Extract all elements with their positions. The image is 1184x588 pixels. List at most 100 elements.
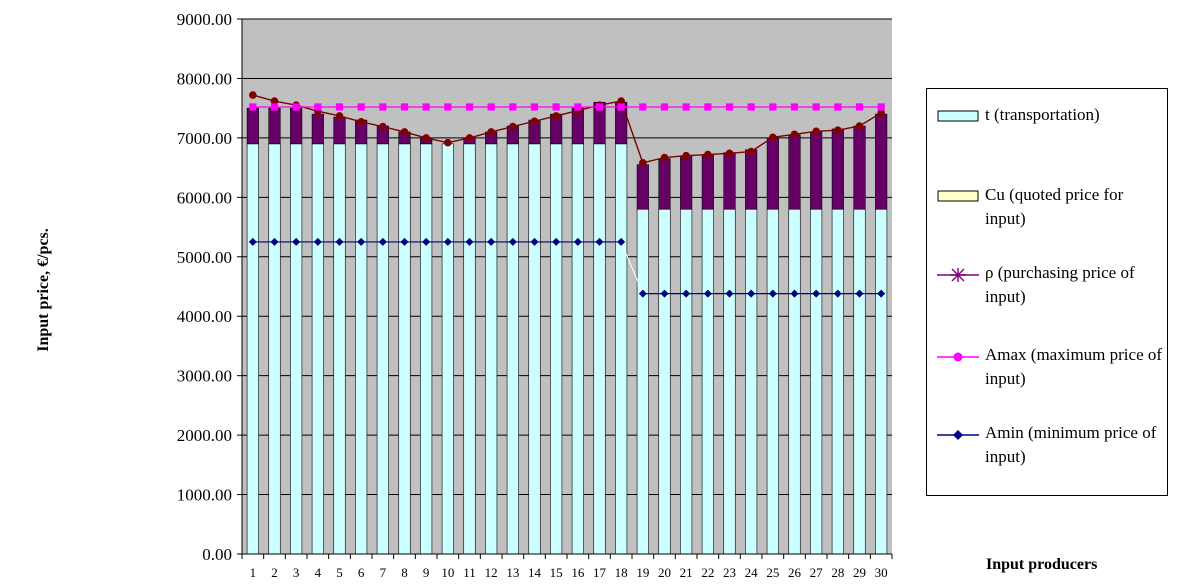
amax-point — [249, 103, 257, 111]
amin-point — [465, 237, 474, 246]
x-tick-label: 9 — [423, 565, 430, 580]
purchasing-price-point — [422, 134, 430, 142]
x-tick-label: 14 — [528, 565, 542, 580]
bar-quoted-price — [831, 128, 844, 210]
y-tick-label: 3000.00 — [177, 367, 232, 386]
amin-point — [335, 237, 344, 246]
bar-transportation — [311, 143, 324, 555]
purchasing-price-point — [769, 133, 777, 142]
legend-circle — [953, 352, 963, 362]
bar-quoted-price — [701, 154, 714, 210]
amin-point — [378, 237, 387, 246]
bar-transportation — [853, 208, 866, 555]
x-tick-label: 19 — [636, 565, 649, 580]
amin-point — [747, 289, 756, 298]
purchasing-price-point — [249, 91, 257, 99]
purchasing-price-point — [444, 138, 452, 147]
amax-point — [790, 103, 799, 111]
legend-label: t (transportation) — [985, 105, 1100, 124]
amax-point — [855, 103, 864, 111]
x-axis-label: Input producers — [986, 556, 1098, 573]
bar-transportation — [550, 143, 563, 555]
amax-point — [617, 103, 625, 111]
legend-item: t (transportation) — [937, 103, 1167, 159]
amax-point — [682, 103, 690, 111]
bar-quoted-price — [333, 116, 346, 145]
legend-box-icon — [937, 190, 979, 202]
amin-point — [725, 289, 734, 298]
bar-quoted-price — [680, 155, 693, 210]
amax-point — [400, 103, 409, 111]
amin-point — [790, 289, 799, 298]
bar-quoted-price — [766, 137, 779, 210]
purchasing-price-point — [877, 109, 885, 117]
bar-quoted-price — [268, 107, 281, 145]
bar-transportation — [333, 143, 346, 555]
purchasing-price-point — [335, 112, 344, 120]
bar-transportation — [463, 143, 476, 555]
purchasing-price-point — [487, 128, 495, 136]
bar-quoted-price — [788, 134, 801, 210]
bar-quoted-price — [810, 131, 823, 210]
plot-area — [242, 19, 892, 554]
purchasing-price-point — [682, 151, 690, 160]
bar-transportation — [810, 208, 823, 555]
legend-diamond — [953, 430, 963, 440]
purchasing-price-point — [552, 112, 560, 120]
amin-point — [682, 289, 691, 298]
amin-point — [357, 237, 366, 246]
bars — [246, 101, 888, 555]
bar-transportation — [766, 208, 779, 555]
bar-quoted-price — [636, 164, 649, 210]
amin-point — [812, 289, 821, 298]
amax-point — [834, 103, 842, 111]
purchasing-price-point — [747, 147, 755, 156]
y-tick-label: 0.00 — [202, 545, 232, 564]
legend-label: Amin (minimum price of input) — [985, 423, 1157, 466]
y-tick-label: 5000.00 — [177, 248, 232, 267]
x-tick-label: 29 — [853, 565, 866, 580]
y-axis-label: Input price, €/pcs. — [35, 228, 52, 352]
amin-point — [855, 289, 864, 298]
purchasing-price-point — [509, 122, 517, 131]
amax-point — [747, 103, 755, 111]
x-tick-label: 12 — [485, 565, 498, 580]
bar-quoted-price — [658, 158, 671, 210]
bar-quoted-price — [875, 113, 888, 210]
legend: t (transportation) Cu (quoted price for i… — [926, 88, 1168, 496]
bar-transportation — [636, 208, 649, 555]
bar-quoted-price — [290, 107, 303, 145]
amax-point — [639, 103, 647, 111]
amin-point — [617, 237, 626, 246]
amin-point — [595, 237, 604, 246]
x-tick-label: 20 — [658, 565, 671, 580]
amax-point — [574, 103, 582, 111]
amin-step-line — [620, 241, 644, 294]
legend-item: Cu (quoted price for input) — [937, 183, 1167, 239]
y-tick-labels: 0.00 1000.00 2000.00 3000.00 4000.00 5000.00 6… — [177, 10, 232, 564]
x-tick-label: 11 — [463, 565, 476, 580]
bar-transportation — [441, 143, 454, 555]
amin-point — [530, 237, 539, 246]
bar-transportation — [615, 143, 628, 555]
y-tick-label: 2000.00 — [177, 426, 232, 445]
amax-point — [595, 103, 604, 111]
amax-point — [444, 103, 452, 111]
bar-quoted-price — [246, 107, 259, 145]
purchasing-price-point — [660, 153, 669, 162]
x-tick-label: 4 — [315, 565, 322, 580]
x-tick-label: 16 — [571, 565, 585, 580]
purchasing-price-point — [790, 130, 799, 139]
purchasing-price-point — [530, 117, 539, 126]
y-tick-label: 1000.00 — [177, 486, 232, 505]
amax-point — [877, 103, 885, 111]
bar-transportation — [420, 143, 433, 555]
x-tick-labels: 1 2 3 4 5 6 7 8 9 10 11 12 13 14 15 16 17 18 19 20 21 22 23 24 2… — [250, 565, 888, 580]
amax-point — [660, 103, 669, 111]
y-tick-label: 7000.00 — [177, 129, 232, 148]
bar-transportation — [723, 208, 736, 555]
amax-point — [422, 103, 430, 111]
purchasing-price-point — [357, 118, 365, 126]
amax-point — [769, 103, 777, 111]
y-tick-label: 8000.00 — [177, 69, 232, 88]
